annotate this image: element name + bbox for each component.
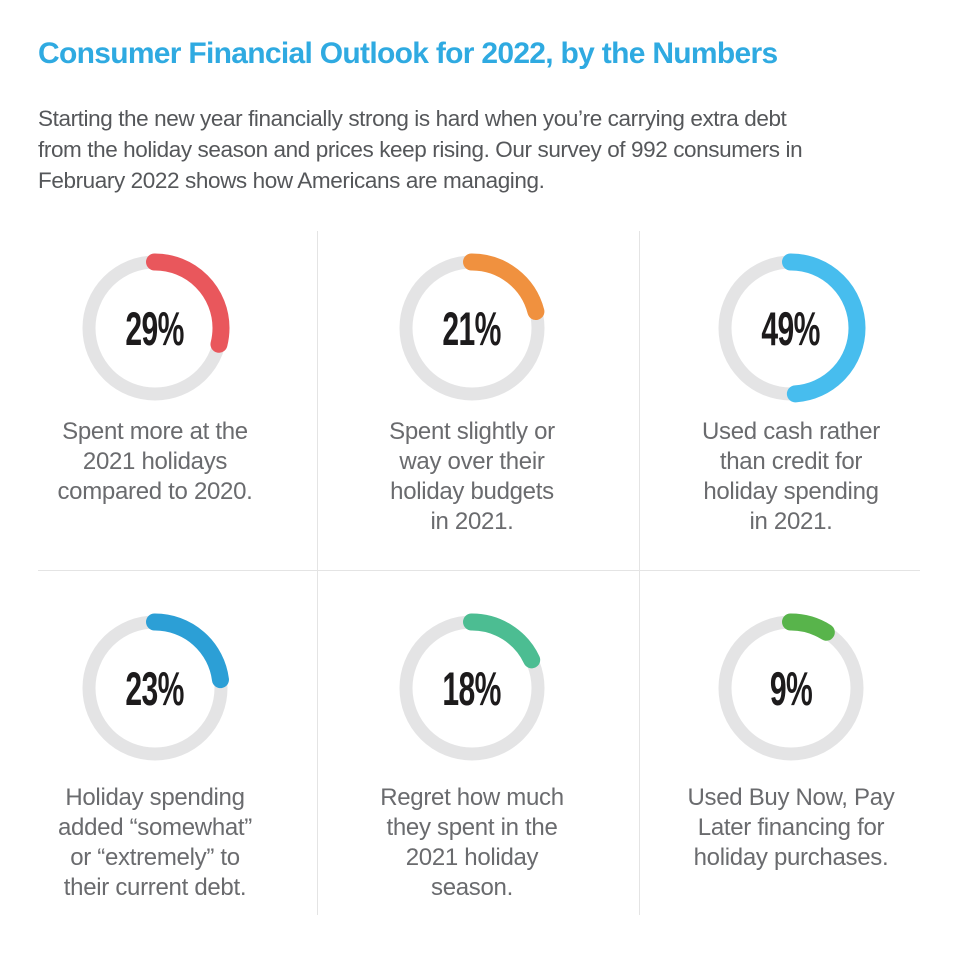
stat-card-added-debt: 23% Holiday spending added “somewhat” or… xyxy=(5,570,305,915)
stat-card-regret: 18% Regret how much they spent in the 20… xyxy=(322,570,622,915)
stat-value: 23% xyxy=(125,661,185,715)
stat-card-bnpl: 9% Used Buy Now, Pay Later financing for… xyxy=(641,570,941,915)
stat-caption: Spent slightly or way over their holiday… xyxy=(389,418,555,535)
donut-arc xyxy=(716,253,866,403)
donut-rings xyxy=(80,613,230,763)
donut-arc xyxy=(397,253,547,403)
donut-arc xyxy=(397,613,547,763)
stat-value: 21% xyxy=(442,301,502,355)
donut-rings xyxy=(716,613,866,763)
divider-horizontal xyxy=(38,570,920,571)
stat-card-used-cash: 49% Used cash rather than credit for hol… xyxy=(641,231,941,570)
stat-value-box: 18% xyxy=(392,608,552,768)
stat-value-box: 9% xyxy=(711,608,871,768)
donut-rings xyxy=(716,253,866,403)
stat-value: 49% xyxy=(761,301,821,355)
stat-card-spent-more: 29% Spent more at the 2021 holidays comp… xyxy=(5,231,305,570)
stat-caption: Spent more at the 2021 holidays compared… xyxy=(57,418,253,505)
page-title: Consumer Financial Outlook for 2022, by … xyxy=(38,37,778,70)
donut-rings xyxy=(397,613,547,763)
donut-rings xyxy=(397,253,547,403)
stat-caption: Holiday spending added “somewhat” or “ex… xyxy=(58,784,252,901)
stat-value: 29% xyxy=(125,301,185,355)
donut-chart: 18% xyxy=(392,608,552,768)
stat-caption: Used cash rather than credit for holiday… xyxy=(702,418,880,535)
donut-arc xyxy=(80,613,230,763)
stat-value-box: 23% xyxy=(75,608,235,768)
stat-value: 18% xyxy=(442,661,502,715)
donut-arc xyxy=(80,253,230,403)
donut-chart: 49% xyxy=(711,248,871,408)
stat-caption: Used Buy Now, Pay Later financing for ho… xyxy=(687,784,895,871)
donut-arc xyxy=(716,613,866,763)
donut-chart: 23% xyxy=(75,608,235,768)
divider-vertical-left xyxy=(317,231,318,915)
intro-text: Starting the new year financially strong… xyxy=(38,106,803,193)
stat-value-box: 49% xyxy=(711,248,871,408)
donut-chart: 9% xyxy=(711,608,871,768)
stat-caption: Regret how much they spent in the 2021 h… xyxy=(380,784,564,901)
donut-chart: 21% xyxy=(392,248,552,408)
divider-vertical-right xyxy=(639,231,640,915)
donut-chart: 29% xyxy=(75,248,235,408)
stat-card-over-budget: 21% Spent slightly or way over their hol… xyxy=(322,231,622,570)
stat-value-box: 29% xyxy=(75,248,235,408)
donut-rings xyxy=(80,253,230,403)
stat-value-box: 21% xyxy=(392,248,552,408)
stat-value: 9% xyxy=(769,661,813,715)
